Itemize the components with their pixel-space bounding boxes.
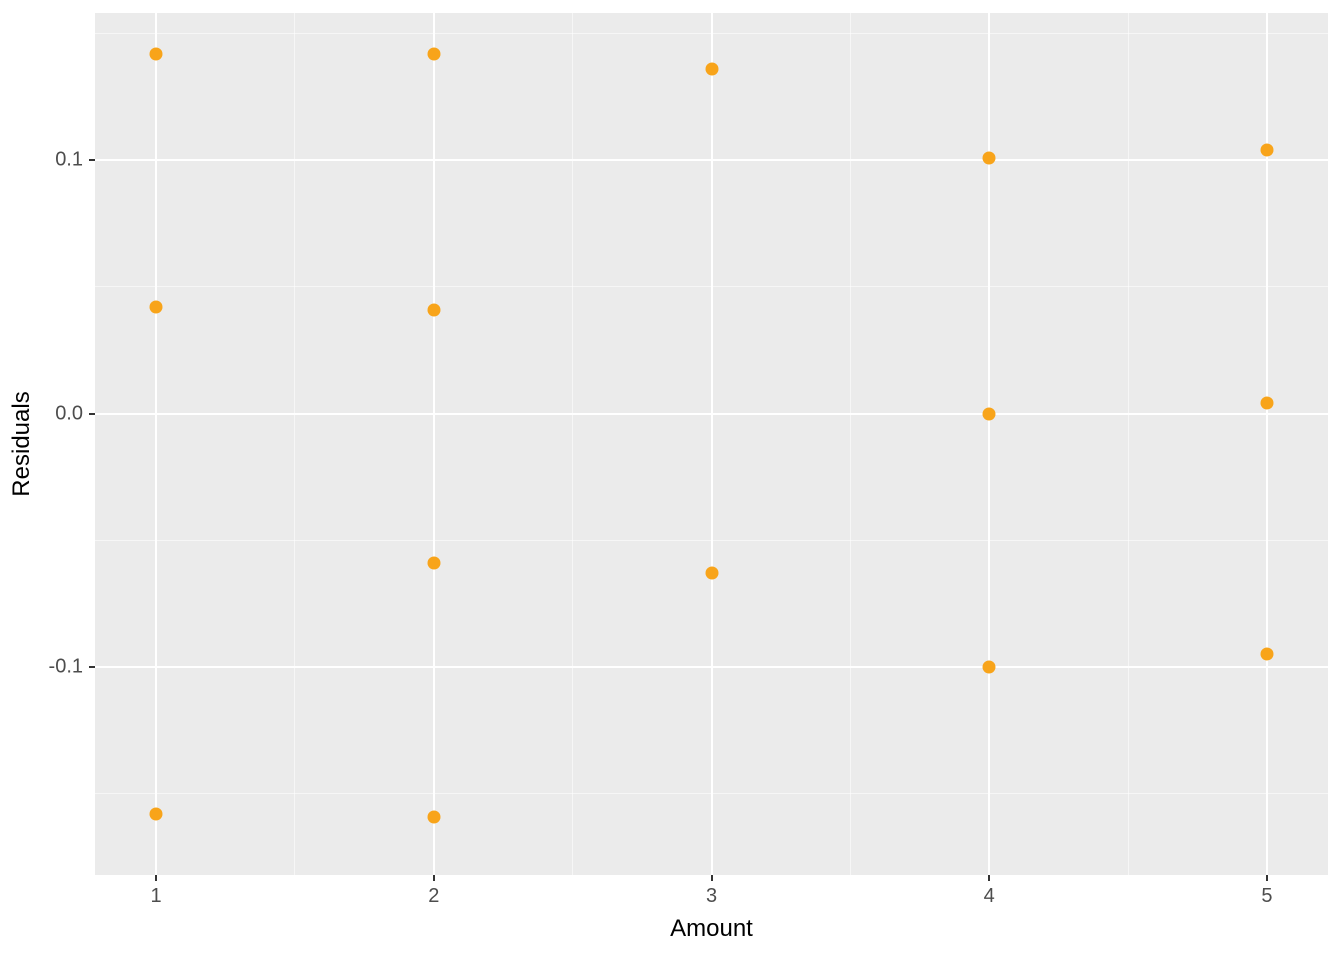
grid-minor-v [1128, 13, 1129, 875]
data-point [150, 808, 163, 821]
x-tick [1266, 875, 1268, 881]
grid-major-v [988, 13, 990, 875]
data-point [427, 47, 440, 60]
data-point [427, 303, 440, 316]
grid-major-h [95, 413, 1328, 415]
data-point [1260, 397, 1273, 410]
x-tick-label: 1 [151, 885, 162, 908]
data-point [1260, 143, 1273, 156]
x-axis-title: Amount [670, 915, 753, 943]
x-tick-label: 4 [984, 885, 995, 908]
data-point [150, 47, 163, 60]
data-point [983, 151, 996, 164]
grid-major-v [155, 13, 157, 875]
y-tick [89, 666, 95, 668]
grid-major-h [95, 159, 1328, 161]
y-tick [89, 413, 95, 415]
x-tick [988, 875, 990, 881]
y-tick-label: 0.0 [55, 402, 83, 425]
data-point [427, 810, 440, 823]
grid-major-h [95, 666, 1328, 668]
y-tick-label: 0.1 [55, 149, 83, 172]
x-tick [433, 875, 435, 881]
grid-minor-v [572, 13, 573, 875]
data-point [1260, 648, 1273, 661]
x-tick-label: 2 [428, 885, 439, 908]
data-point [983, 661, 996, 674]
scatter-chart: 1 2 3 4 5 -0.1 0.0 0.1 Amount Residuals [0, 0, 1344, 960]
data-point [150, 301, 163, 314]
grid-major-v [1266, 13, 1268, 875]
x-tick [155, 875, 157, 881]
grid-minor-v [850, 13, 851, 875]
x-tick-label: 3 [706, 885, 717, 908]
data-point [983, 407, 996, 420]
grid-major-v [433, 13, 435, 875]
grid-major-v [711, 13, 713, 875]
grid-minor-v [294, 13, 295, 875]
x-tick [711, 875, 713, 881]
y-tick-label: -0.1 [49, 656, 83, 679]
data-point [705, 62, 718, 75]
y-axis-title: Residuals [8, 391, 36, 496]
y-tick [89, 159, 95, 161]
data-point [427, 557, 440, 570]
x-tick-label: 5 [1261, 885, 1272, 908]
data-point [705, 567, 718, 580]
